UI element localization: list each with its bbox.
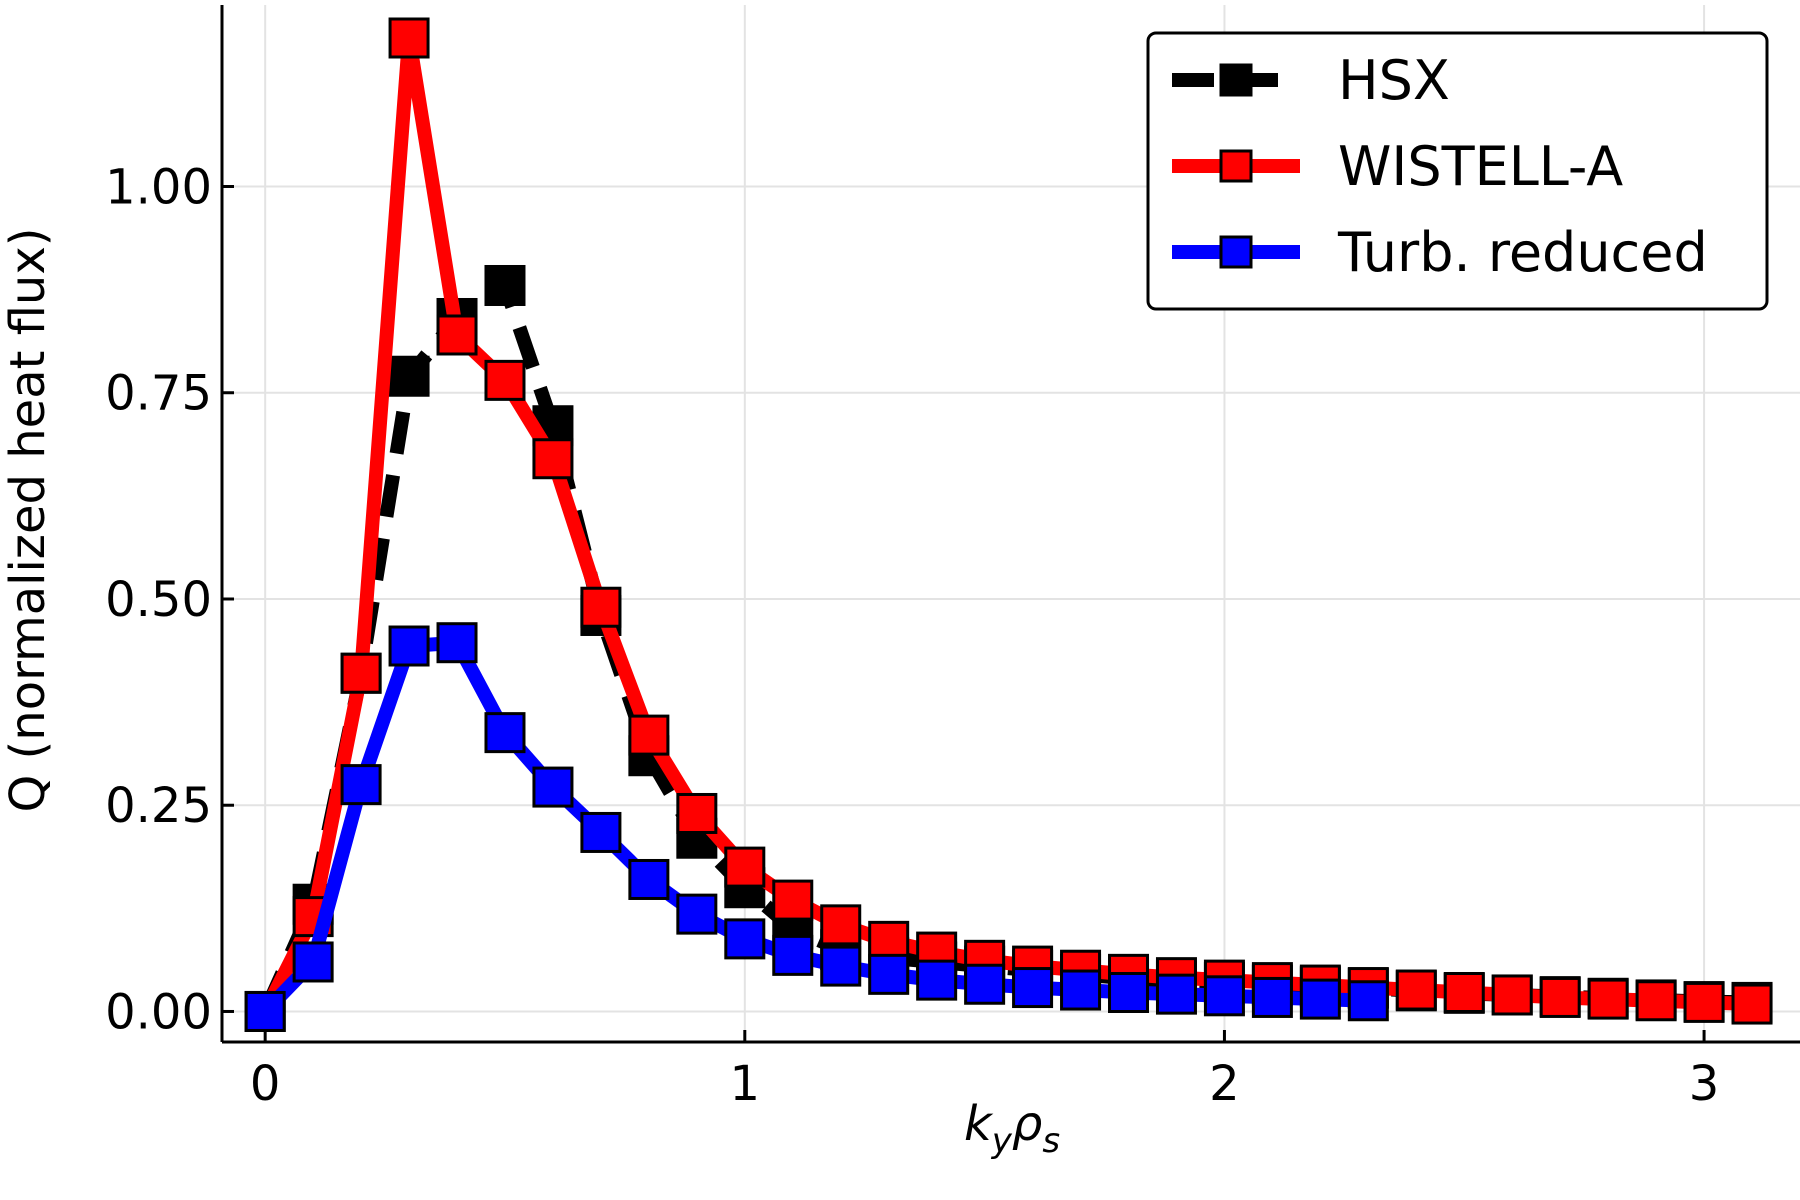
marker-1-9 <box>676 792 718 834</box>
marker-2-17 <box>1060 969 1102 1011</box>
marker-2-12 <box>820 945 862 987</box>
marker-2-20 <box>1203 975 1245 1017</box>
marker-2-8 <box>628 858 670 900</box>
marker-1-5 <box>484 359 526 401</box>
marker-2-4 <box>436 622 478 664</box>
x-tick-label-3: 3 <box>1689 1056 1720 1112</box>
marker-1-29 <box>1635 980 1677 1022</box>
marker-2-3 <box>388 625 430 667</box>
marker-1-24 <box>1395 969 1437 1011</box>
tick-labels: 0 1 2 3 0.00 0.25 0.50 0.75 1.00 <box>105 159 1719 1112</box>
marker-2-11 <box>772 934 814 976</box>
series-2 <box>244 622 1389 1032</box>
legend-label-2: Turb. reduced <box>1337 221 1708 284</box>
marker-2-22 <box>1299 978 1341 1020</box>
marker-0-3 <box>388 355 430 397</box>
marker-2-0 <box>244 990 286 1032</box>
marker-1-3 <box>388 17 430 59</box>
marker-1-4 <box>436 314 478 356</box>
marker-1-7 <box>580 586 622 628</box>
marker-2-19 <box>1155 973 1197 1015</box>
legend-marker-2 <box>1219 235 1253 269</box>
marker-1-31 <box>1731 983 1773 1025</box>
marker-1-30 <box>1683 981 1725 1023</box>
legend: HSX WISTELL-A Turb. reduced <box>1146 31 1769 311</box>
x-axis-label: kyρs <box>964 1096 1060 1161</box>
marker-2-14 <box>916 959 958 1001</box>
marker-1-28 <box>1587 978 1629 1020</box>
marker-2-6 <box>532 766 574 808</box>
marker-2-10 <box>724 918 766 960</box>
marker-2-1 <box>292 941 334 983</box>
y-tick-label-2: 0.50 <box>105 572 212 628</box>
marker-2-7 <box>580 811 622 853</box>
marker-2-15 <box>964 963 1006 1005</box>
marker-2-23 <box>1347 980 1389 1022</box>
y-tick-label-0: 0.00 <box>105 984 212 1040</box>
y-tick-label-4: 1.00 <box>105 159 212 215</box>
legend-label-1: WISTELL-A <box>1338 135 1623 198</box>
y-tick-label-3: 0.75 <box>105 366 212 422</box>
legend-label-0: HSX <box>1338 49 1450 112</box>
marker-2-9 <box>676 893 718 935</box>
marker-2-21 <box>1251 976 1293 1018</box>
x-tick-label-0: 0 <box>250 1056 281 1112</box>
marker-1-25 <box>1443 972 1485 1014</box>
marker-1-27 <box>1539 976 1581 1018</box>
marker-2-16 <box>1012 967 1054 1009</box>
legend-marker-0 <box>1219 63 1253 97</box>
marker-1-2 <box>340 652 382 694</box>
legend-box <box>1146 31 1769 311</box>
marker-1-8 <box>628 714 670 756</box>
series-layer <box>244 17 1773 1032</box>
marker-0-5 <box>484 264 526 306</box>
y-axis-label: Q (normalized heat flux) <box>0 228 56 813</box>
legend-marker-1 <box>1219 149 1253 183</box>
y-tick-label-1: 0.25 <box>105 778 212 834</box>
marker-2-2 <box>340 764 382 806</box>
marker-2-18 <box>1108 972 1150 1014</box>
marker-2-5 <box>484 712 526 754</box>
x-tick-label-2: 2 <box>1209 1056 1240 1112</box>
marker-1-26 <box>1491 974 1533 1016</box>
marker-1-10 <box>724 846 766 888</box>
marker-1-11 <box>772 879 814 921</box>
axes <box>220 5 1800 1044</box>
x-tick-label-1: 1 <box>730 1056 761 1112</box>
marker-1-6 <box>532 438 574 480</box>
marker-2-13 <box>868 953 910 995</box>
marker-1-12 <box>820 904 862 946</box>
series-line-2 <box>260 635 1369 1017</box>
